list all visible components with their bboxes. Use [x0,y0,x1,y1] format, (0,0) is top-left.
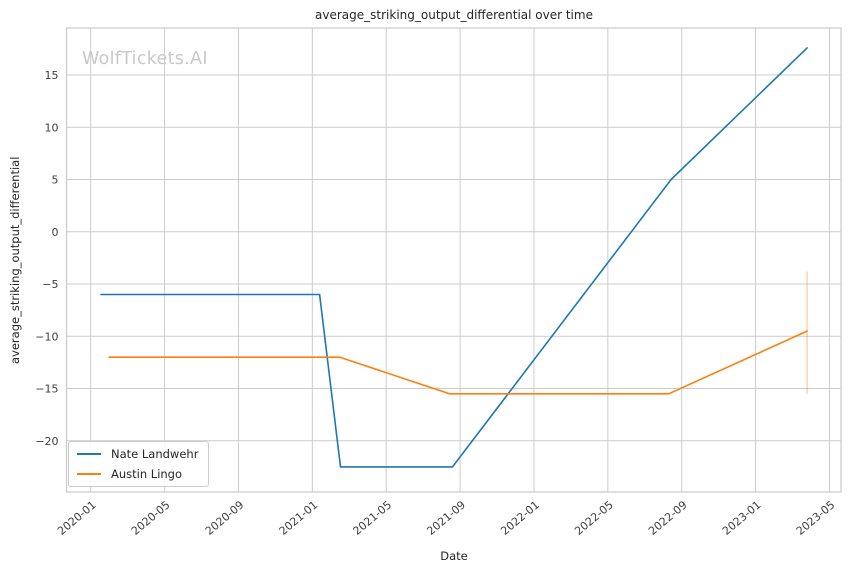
series-line-nate-landwehr [100,47,808,468]
svg-text:2021-09: 2021-09 [424,498,468,538]
y-axis-label: average_striking_output_differential [8,156,22,364]
svg-text:5: 5 [52,174,59,187]
y-tick-labels: −20 −15 −10 −5 0 5 10 15 [35,69,58,448]
legend-label: Nate Landwehr [111,447,199,462]
svg-text:−15: −15 [35,383,58,396]
svg-text:10: 10 [45,121,59,134]
svg-text:2021-05: 2021-05 [351,498,395,538]
svg-text:−5: −5 [42,278,58,291]
legend-item: Nate Landwehr [77,447,200,461]
svg-text:2020-01: 2020-01 [55,498,99,538]
legend-line-swatch-1 [77,453,101,456]
svg-text:−10: −10 [35,330,58,343]
chart-title: average_striking_output_differential ove… [315,8,593,22]
axes-border [65,27,842,493]
svg-text:2020-09: 2020-09 [203,498,247,538]
svg-text:2023-01: 2023-01 [720,498,764,538]
svg-text:0: 0 [52,226,59,239]
legend-item: Austin Lingo [77,467,200,481]
svg-text:−20: −20 [35,435,58,448]
series-line-austin-lingo [108,330,808,395]
svg-text:2020-05: 2020-05 [129,498,173,538]
legend-label: Austin Lingo [111,466,183,481]
legend: Nate Landwehr Austin Lingo [68,441,209,487]
legend-line-swatch-2 [77,472,101,475]
watermark-text: WolfTickets.AI [82,49,208,69]
gridlines [66,28,841,492]
svg-text:2022-09: 2022-09 [646,498,690,538]
svg-text:2022-05: 2022-05 [572,498,616,538]
x-axis-label: Date [440,549,468,563]
svg-text:15: 15 [45,69,59,82]
x-tick-labels: 2020-01 2020-05 2020-09 2021-01 2021-05 2021-… [55,498,837,538]
svg-text:2022-01: 2022-01 [498,498,542,538]
svg-text:2021-01: 2021-01 [277,498,321,538]
svg-text:2023-05: 2023-05 [794,498,838,538]
